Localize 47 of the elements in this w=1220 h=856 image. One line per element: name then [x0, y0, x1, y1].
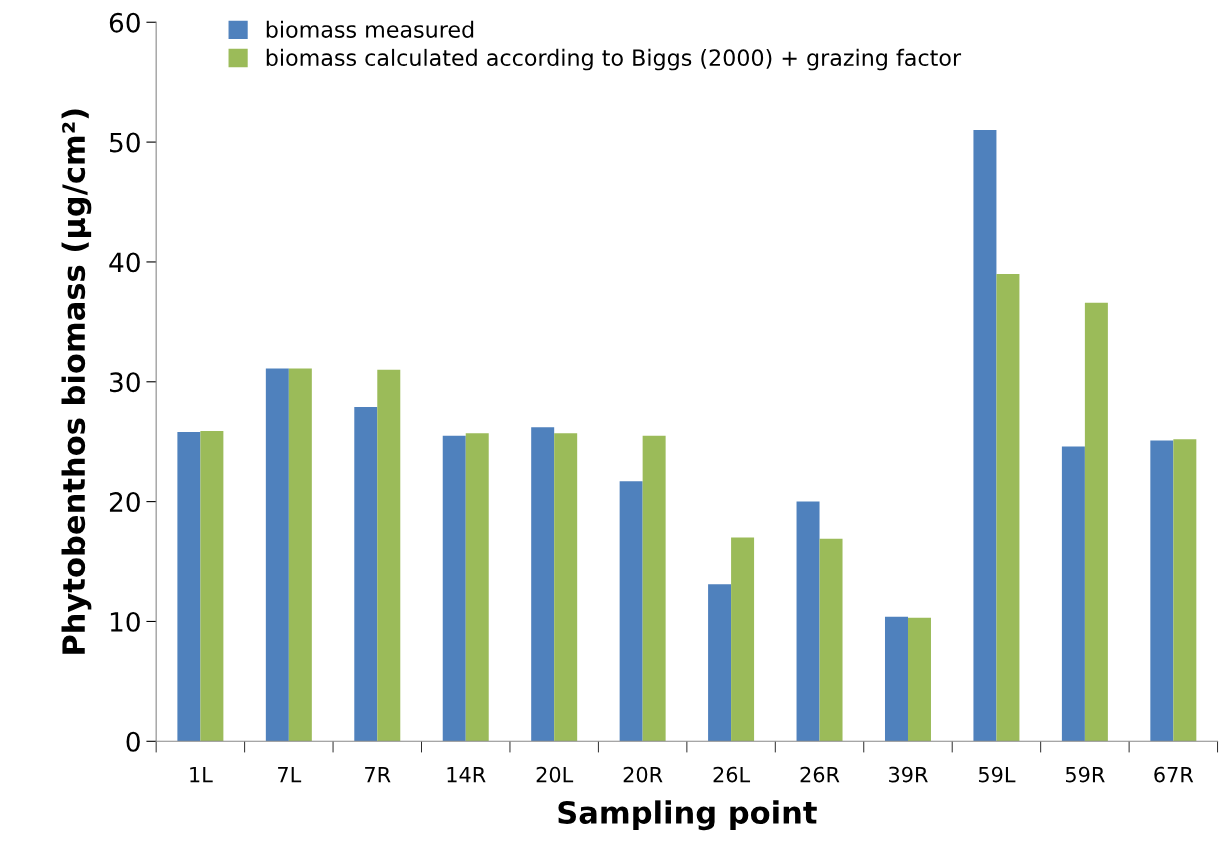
legend-label: biomass measured: [266, 20, 474, 38]
y-tick-label: 20: [109, 492, 140, 513]
bar: [354, 406, 378, 742]
y-tick-label: 10: [110, 611, 140, 632]
y-axis-title: Phytobenthos biomass (µg/cm²): [61, 109, 92, 654]
bar: [377, 369, 401, 742]
bar: [288, 368, 312, 742]
y-tick-label: 60: [109, 12, 140, 33]
legend-label: biomass calculated according to Biggs (2000) + grazing factor: [266, 48, 962, 71]
bar: [996, 273, 1020, 742]
bar: [554, 433, 578, 742]
y-tick-label: 50: [110, 132, 140, 153]
y-tick-label: 30: [110, 372, 140, 393]
bar: [619, 481, 643, 742]
x-tick-label: 7R: [365, 766, 391, 783]
x-tick-label: 67R: [1154, 766, 1194, 783]
x-tick-label: 59L: [978, 766, 1016, 783]
bar: [1173, 439, 1197, 742]
bar: [708, 584, 732, 742]
bar: [884, 616, 908, 742]
bar: [442, 435, 466, 742]
x-tick-label: 20L: [536, 766, 574, 783]
y-tick-label: 0: [126, 731, 140, 752]
bar: [177, 432, 201, 742]
bar: [531, 427, 555, 742]
x-tick-label: 26L: [713, 766, 751, 783]
x-tick-label: 1L: [190, 766, 213, 783]
bar: [465, 433, 489, 742]
x-tick-label: 20R: [623, 766, 663, 783]
x-tick-label: 26R: [800, 766, 840, 783]
bar: [200, 430, 224, 742]
bar: [796, 501, 820, 742]
bar: [1084, 302, 1108, 742]
bar: [731, 537, 755, 742]
bar: [973, 130, 997, 742]
x-tick-label: 59R: [1066, 766, 1105, 783]
x-axis-title: Sampling point: [558, 800, 817, 831]
bar: [1150, 440, 1174, 742]
y-tick-label: 40: [109, 252, 140, 273]
x-tick-label: 14R: [447, 766, 486, 783]
bar: [1061, 446, 1085, 742]
x-tick-label: 39R: [889, 766, 928, 783]
x-tick-label: 7L: [278, 766, 302, 783]
bar: [642, 435, 666, 742]
bar: [819, 538, 843, 742]
bar: [265, 368, 289, 742]
bar: [907, 617, 931, 742]
